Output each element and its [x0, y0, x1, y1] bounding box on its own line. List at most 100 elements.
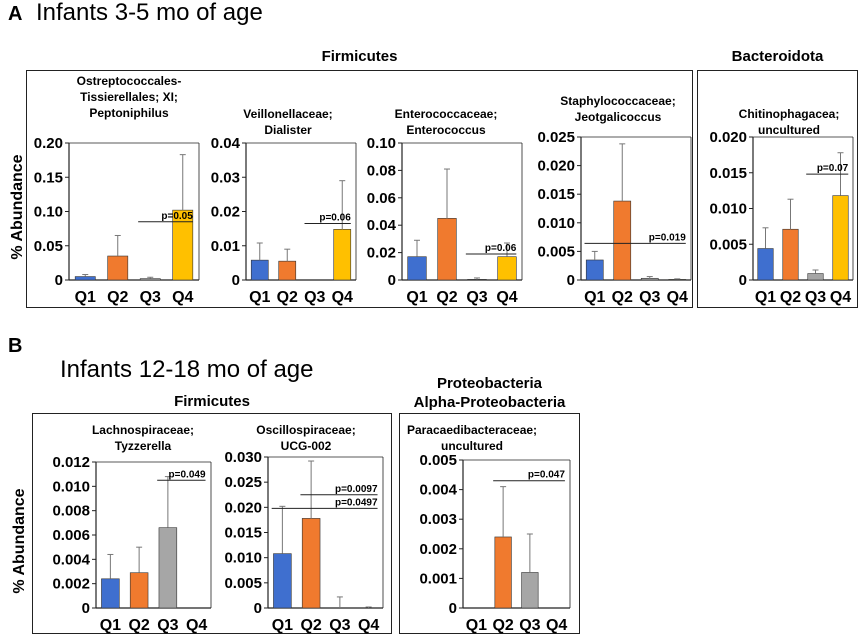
proteobacteria-title-line2: Alpha-Proteobacteria — [413, 394, 566, 411]
y-tick-label: 0 — [739, 272, 747, 289]
chart-title-line: Dialister — [264, 123, 312, 138]
x-tick-label-q4: Q4 — [496, 289, 517, 306]
y-tick-label: 0.03 — [211, 169, 240, 186]
x-tick-label-q1: Q1 — [249, 289, 270, 306]
chart-title-line: Staphylococcaceae; — [560, 94, 676, 108]
x-tick-label-q2: Q2 — [492, 617, 513, 634]
y-tick-label: 0.005 — [419, 452, 457, 469]
panel-a-title: Infants 3-5 mo of age — [36, 0, 263, 26]
y-tick-label: 0 — [567, 272, 575, 289]
chart-title-ucg002: Oscillospiraceae; UCG-002 — [236, 422, 376, 454]
proteobacteria-group-box — [399, 413, 580, 634]
x-tick-label-q2: Q2 — [436, 289, 457, 306]
y-tick-label: 0 — [55, 272, 63, 289]
y-tick-label: 0.004 — [52, 551, 90, 568]
chart-title-chitinophagacea: Chitinophagacea; uncultured — [724, 106, 854, 138]
significance-label: p=0.019 — [649, 232, 686, 243]
y-tick-label: 0.005 — [537, 243, 575, 260]
x-tick-label-q2: Q2 — [780, 289, 801, 306]
y-tick-label: 0 — [82, 600, 90, 617]
y-tick-label: 0.02 — [211, 204, 240, 221]
y-tick-label: 0 — [254, 600, 262, 617]
x-tick-label-q4: Q4 — [172, 289, 193, 306]
x-tick-label-q4: Q4 — [186, 617, 207, 634]
x-tick-label-q1: Q1 — [75, 289, 96, 306]
chart-title-line: uncultured — [758, 123, 820, 138]
bar-q3 — [521, 572, 539, 609]
significance-label: p=0.0097 — [335, 484, 378, 495]
significance-label: p=0.049 — [169, 469, 206, 480]
y-tick-label: 0.08 — [367, 162, 396, 179]
y-tick-label: 0.04 — [211, 135, 241, 152]
chart-title-line: Oscillospiraceae; — [256, 423, 356, 437]
y-tick-label: 0.002 — [419, 541, 457, 558]
chart-title-line: Ostreptococcales- — [76, 74, 182, 88]
x-tick-label-q4: Q4 — [332, 289, 353, 306]
chart-title-line: Lachnospiraceae; — [91, 423, 195, 437]
proteobacteria-group-title: Proteobacteria Alpha-Proteobacteria — [399, 374, 580, 412]
y-tick-label: 0.010 — [537, 215, 575, 232]
y-tick-label: 0.02 — [367, 245, 396, 262]
chart-title-line: Paracaedibacteraceae; — [406, 423, 538, 437]
y-tick-label: 0.020 — [709, 129, 747, 146]
y-tick-label: 0.010 — [224, 550, 262, 567]
x-tick-label-q2: Q2 — [300, 617, 321, 634]
chart-title-line: Peptoniphilus — [89, 106, 169, 121]
x-tick-label-q1: Q1 — [584, 289, 605, 306]
significance-label: p=0.047 — [528, 470, 565, 481]
firmicutes-group-box-b — [32, 413, 392, 634]
chart-title-paracaedibacteraceae: Paracaedibacteraceae; uncultured — [402, 422, 542, 454]
y-tick-label: 0 — [449, 600, 457, 617]
firmicutes-group-title-b: Firmicutes — [174, 393, 250, 410]
y-tick-label: 0.015 — [537, 186, 575, 203]
x-tick-label-q4: Q4 — [667, 289, 688, 306]
x-tick-label-q3: Q3 — [304, 289, 325, 306]
y-tick-label: 0.20 — [34, 135, 63, 152]
y-tick-label: 0.004 — [419, 482, 457, 499]
panel-a-letter: A — [8, 3, 23, 25]
y-tick-label: 0.04 — [367, 217, 397, 234]
bar-q2 — [494, 536, 512, 609]
chart-title-line: Enterococcus — [406, 123, 486, 138]
significance-label: p=0.07 — [817, 163, 849, 174]
x-tick-label-q3: Q3 — [519, 617, 540, 634]
chart-title-line: Enterococcaceae; — [394, 107, 498, 121]
chart-title-enterococcus: Enterococcaceae; Enterococcus — [376, 106, 516, 138]
x-tick-label-q1: Q1 — [755, 289, 776, 306]
y-tick-label: 0.006 — [52, 527, 90, 544]
x-tick-label-q3: Q3 — [639, 289, 660, 306]
significance-label: p=0.06 — [319, 212, 351, 223]
firmicutes-group-box-a — [26, 70, 693, 308]
x-tick-label-q2: Q2 — [612, 289, 633, 306]
x-tick-label-q3: Q3 — [805, 289, 826, 306]
y-tick-label: 0 — [388, 272, 396, 289]
chart-title-peptoniphilus: Ostreptococcales- Tissierellales; XI; Pe… — [54, 73, 204, 122]
x-tick-label-q1: Q1 — [272, 617, 293, 634]
proteobacteria-title-line1: Proteobacteria — [436, 375, 543, 392]
chart-title-line: Tyzzerella — [114, 439, 172, 454]
y-tick-label: 0.020 — [224, 499, 262, 516]
chart-title-line: Veillonellaceae; — [243, 107, 333, 121]
chart-title-dialister: Veillonellaceae; Dialister — [218, 106, 358, 138]
x-tick-label-q1: Q1 — [466, 617, 487, 634]
significance-label: p=0.06 — [485, 243, 517, 254]
panel-b-title: Infants 12-18 mo of age — [60, 356, 314, 383]
chart-title-line: uncultured — [441, 439, 503, 454]
x-tick-label-q1: Q1 — [100, 617, 121, 634]
panel-b-letter: B — [8, 335, 23, 357]
y-tick-label: 0.005 — [709, 236, 747, 253]
chart-title-line: Jeotgalicoccus — [574, 110, 662, 125]
firmicutes-group-title-a: Firmicutes — [321, 48, 398, 65]
x-tick-label-q2: Q2 — [128, 617, 149, 634]
bacteroidota-group-box — [697, 70, 858, 308]
x-tick-label-q3: Q3 — [157, 617, 178, 634]
x-tick-label-q3: Q3 — [140, 289, 161, 306]
y-tick-label: 0.012 — [52, 454, 90, 471]
